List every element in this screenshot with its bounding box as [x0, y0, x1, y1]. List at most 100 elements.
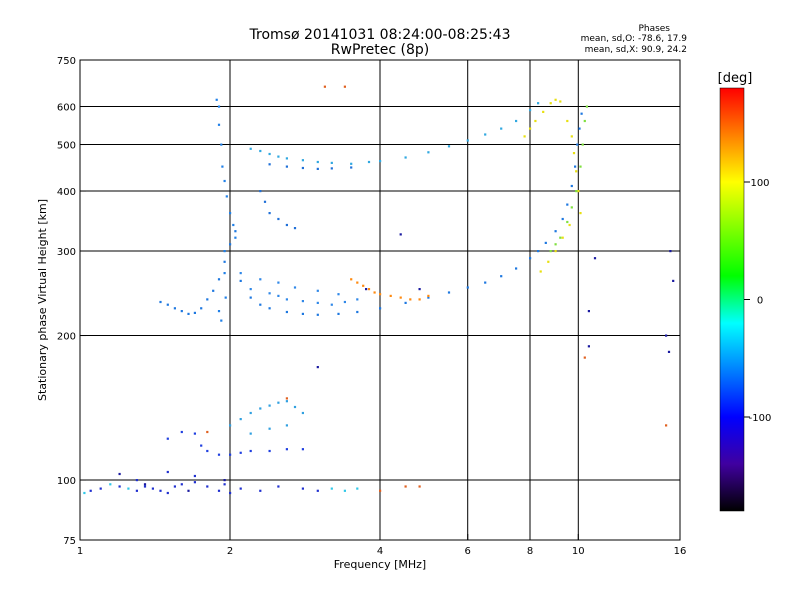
data-point [399, 233, 402, 236]
data-point [217, 105, 221, 108]
data-point [180, 310, 183, 313]
data-point [404, 485, 407, 488]
data-point [263, 200, 267, 203]
data-point [665, 334, 668, 337]
data-point [579, 165, 582, 168]
data-point [672, 279, 675, 282]
data-point [166, 437, 169, 440]
data-point [301, 166, 304, 170]
data-point [566, 119, 569, 123]
data-point [259, 278, 262, 281]
data-point [225, 195, 228, 198]
data-point [418, 485, 421, 488]
data-point [583, 119, 586, 123]
y-tick-label: 400 [57, 187, 76, 198]
data-point [268, 307, 271, 310]
data-point [249, 432, 252, 435]
data-point [268, 449, 271, 453]
data-point [200, 307, 203, 310]
data-point [343, 300, 346, 304]
data-point [259, 303, 262, 306]
data-point [316, 301, 319, 304]
data-point [554, 250, 557, 253]
data-point [223, 260, 226, 263]
data-point [301, 448, 304, 451]
data-point [285, 165, 288, 168]
data-point [249, 288, 252, 291]
data-point [399, 296, 402, 299]
data-point [585, 105, 588, 108]
data-point [143, 485, 147, 488]
data-point [343, 489, 346, 492]
chart-title: Tromsø 20141031 08:24:00-08:25:43 [249, 27, 511, 43]
data-point [523, 135, 526, 138]
data-point [566, 203, 569, 206]
y-tick-label: 75 [63, 536, 76, 547]
data-point [547, 260, 550, 263]
data-point [193, 481, 196, 484]
phase-stats-o-mode: mean, sd,O: -78.6, 17.9 [580, 34, 687, 44]
data-point [539, 270, 542, 273]
x-tick-label: 10 [572, 546, 585, 557]
data-point [529, 109, 532, 112]
data-point [301, 159, 304, 162]
data-point [268, 292, 271, 295]
data-point [537, 102, 540, 105]
data-point [268, 212, 271, 215]
data-point [484, 133, 487, 136]
data-point [500, 275, 503, 278]
data-point [234, 230, 237, 233]
phase-stats-title: Phases [638, 24, 670, 34]
data-point [285, 397, 288, 400]
data-point [143, 483, 147, 486]
data-point [259, 407, 262, 410]
data-point [268, 163, 271, 166]
data-point [268, 404, 271, 407]
data-point [285, 400, 288, 403]
grid-lines [80, 60, 680, 540]
data-point [239, 279, 242, 282]
data-point [223, 179, 226, 183]
data-point [537, 250, 540, 253]
data-point [109, 483, 112, 486]
data-point [427, 294, 430, 297]
data-point [118, 472, 121, 476]
data-point [316, 289, 319, 292]
data-point [427, 296, 430, 299]
data-point [249, 147, 252, 150]
data-point [554, 98, 557, 101]
data-point [135, 479, 138, 482]
data-point [215, 98, 218, 101]
data-point [285, 298, 288, 301]
data-point [223, 272, 226, 275]
data-point [466, 139, 469, 142]
data-point [187, 489, 190, 492]
data-point [259, 190, 262, 193]
data-point [193, 432, 196, 435]
data-point [285, 448, 288, 451]
data-point [285, 424, 288, 427]
data-point [206, 485, 209, 488]
data-point [561, 236, 564, 239]
data-point [316, 167, 319, 170]
data-point [323, 85, 326, 88]
data-point [200, 444, 203, 447]
data-point [389, 294, 392, 297]
data-point [583, 356, 586, 359]
colorbar-label: [deg] [718, 71, 753, 86]
x-tick-label: 4 [377, 546, 383, 557]
data-point [268, 152, 271, 156]
data-point [500, 127, 503, 130]
data-point [570, 206, 573, 209]
data-point [285, 310, 288, 314]
data-point [575, 190, 578, 193]
data-point [268, 427, 271, 430]
data-point [221, 165, 224, 168]
data-point [301, 411, 304, 415]
data-point [549, 250, 552, 253]
data-point [89, 489, 92, 492]
data-point [217, 123, 221, 126]
data-point [173, 307, 176, 310]
data-point [249, 296, 252, 299]
data-point [166, 470, 169, 474]
